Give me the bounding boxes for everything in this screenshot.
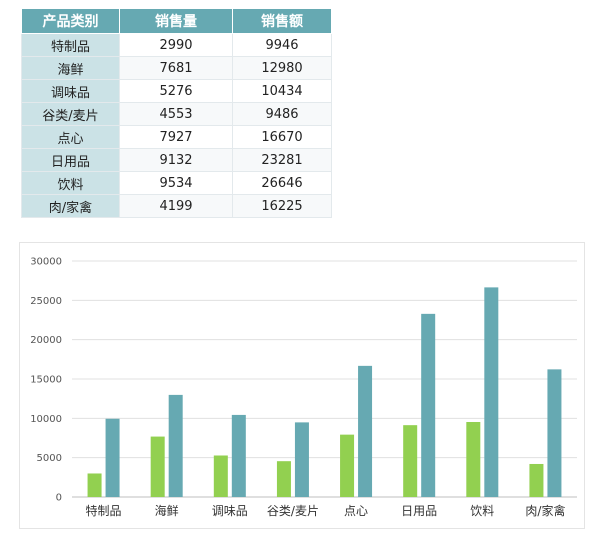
quantity-cell[interactable]: 4553 (119, 102, 233, 126)
bar[interactable] (340, 434, 355, 497)
x-tick-label: 海鲜 (155, 503, 179, 518)
x-tick-label: 调味品 (212, 504, 248, 518)
table-header-row: 产品类别 销售量 销售额 (21, 8, 332, 34)
quantity-cell[interactable]: 5276 (119, 79, 233, 103)
y-tick-label: 20000 (30, 335, 62, 346)
category-cell[interactable]: 日用品 (21, 148, 120, 172)
bar[interactable] (547, 369, 562, 497)
table-row[interactable]: 调味品 5276 10434 (21, 79, 332, 103)
quantity-cell[interactable]: 7681 (119, 56, 233, 80)
quantity-cell[interactable]: 9534 (119, 171, 233, 195)
table-row[interactable]: 谷类/麦片 4553 9486 (21, 102, 332, 126)
amount-cell[interactable]: 16225 (232, 194, 332, 218)
y-tick-label: 15000 (30, 375, 62, 386)
y-tick-label: 5000 (37, 453, 62, 464)
category-cell[interactable]: 调味品 (21, 79, 120, 103)
header-category[interactable]: 产品类别 (21, 8, 120, 34)
bar[interactable] (358, 365, 373, 497)
y-tick-label: 25000 (30, 296, 62, 307)
bar[interactable] (150, 436, 165, 497)
category-cell[interactable]: 特制品 (21, 33, 120, 57)
bar[interactable] (168, 394, 183, 497)
category-cell[interactable]: 点心 (21, 125, 120, 149)
category-cell[interactable]: 肉/家禽 (21, 194, 120, 218)
sales-table: 产品类别 销售量 销售额 特制品 2990 9946 海鲜 7681 12980 调味品… (21, 8, 332, 218)
x-tick-label: 特制品 (86, 503, 122, 518)
bar[interactable] (231, 414, 246, 497)
quantity-cell[interactable]: 7927 (119, 125, 233, 149)
table-row[interactable]: 饮料 9534 26646 (21, 171, 332, 195)
bar[interactable] (276, 461, 291, 497)
amount-cell[interactable]: 9946 (232, 33, 332, 57)
amount-cell[interactable]: 23281 (232, 148, 332, 172)
y-tick-label: 0 (56, 493, 62, 504)
amount-cell[interactable]: 12980 (232, 56, 332, 80)
bar[interactable] (87, 473, 102, 497)
amount-cell[interactable]: 26646 (232, 171, 332, 195)
header-amount[interactable]: 销售额 (232, 8, 332, 34)
bar[interactable] (421, 313, 436, 497)
quantity-cell[interactable]: 2990 (119, 33, 233, 57)
x-tick-label: 谷类/麦片 (267, 504, 319, 518)
category-cell[interactable]: 谷类/麦片 (21, 102, 120, 126)
category-cell[interactable]: 饮料 (21, 171, 120, 195)
bar[interactable] (466, 421, 481, 497)
bar[interactable] (294, 422, 309, 497)
bar[interactable] (105, 418, 120, 497)
y-tick-label: 30000 (30, 257, 62, 268)
y-tick-label: 10000 (30, 414, 62, 425)
bar[interactable] (484, 287, 499, 497)
bar-chart[interactable]: 0 5000 10000 15000 20000 25000 30000 特制品 海鲜 调味品 谷类… (19, 242, 585, 529)
table-row[interactable]: 海鲜 7681 12980 (21, 56, 332, 80)
bar[interactable] (529, 463, 544, 497)
bar[interactable] (213, 455, 228, 497)
category-cell[interactable]: 海鲜 (21, 56, 120, 80)
table-row[interactable]: 点心 7927 16670 (21, 125, 332, 149)
bar[interactable] (403, 425, 418, 497)
header-quantity[interactable]: 销售量 (119, 8, 233, 34)
table-row[interactable]: 日用品 9132 23281 (21, 148, 332, 172)
quantity-cell[interactable]: 4199 (119, 194, 233, 218)
x-tick-label: 点心 (344, 504, 368, 518)
quantity-cell[interactable]: 9132 (119, 148, 233, 172)
amount-cell[interactable]: 16670 (232, 125, 332, 149)
amount-cell[interactable]: 10434 (232, 79, 332, 103)
x-tick-label: 肉/家禽 (525, 503, 565, 518)
x-tick-label: 饮料 (470, 504, 494, 518)
x-tick-label: 日用品 (401, 504, 437, 518)
table-row[interactable]: 特制品 2990 9946 (21, 33, 332, 57)
table-row[interactable]: 肉/家禽 4199 16225 (21, 194, 332, 218)
bar-chart-svg: 0 5000 10000 15000 20000 25000 30000 特制品 海鲜 调味品 谷类… (30, 257, 577, 518)
amount-cell[interactable]: 9486 (232, 102, 332, 126)
